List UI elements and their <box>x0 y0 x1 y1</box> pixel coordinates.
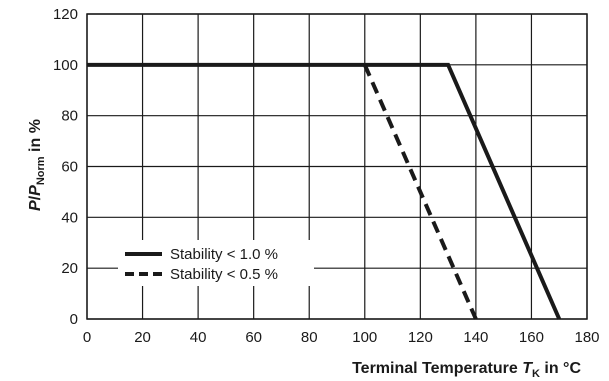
y-tick-label: 80 <box>61 108 78 125</box>
y-axis-label: P/PNorm in % <box>27 119 47 211</box>
y-tick-label: 20 <box>61 260 78 277</box>
x-tick-label: 140 <box>463 329 488 346</box>
plot-series <box>87 62 562 320</box>
y-tick-label: 0 <box>70 311 78 328</box>
tick-labels: 0 20 40 60 80 100 120 140 160 180 0 20 40 60 80 100 120 <box>53 6 600 346</box>
y-tick-label: 60 <box>61 159 78 176</box>
x-tick-label: 120 <box>408 329 433 346</box>
x-tick-label: 160 <box>519 329 544 346</box>
x-tick-label: 80 <box>301 329 318 346</box>
plot-frame <box>86 13 588 320</box>
legend: Stability < 1.0 % Stability < 0.5 % <box>118 240 314 286</box>
y-tick-label: 40 <box>61 209 78 226</box>
x-tick-label: 20 <box>134 329 151 346</box>
legend-label: Stability < 0.5 % <box>170 266 278 283</box>
x-tick-label: 180 <box>574 329 599 346</box>
series-line-stability-1-0 <box>87 62 562 320</box>
legend-label: Stability < 1.0 % <box>170 246 278 263</box>
x-tick-label: 40 <box>190 329 207 346</box>
x-tick-label: 60 <box>245 329 262 346</box>
series-line-stability-0-5 <box>362 64 478 320</box>
x-tick-label: 0 <box>83 329 91 346</box>
x-axis-label: Terminal Temperature TK in °C <box>352 360 581 380</box>
legend-background <box>118 240 314 286</box>
x-tick-label: 100 <box>352 329 377 346</box>
y-tick-label: 100 <box>53 57 78 74</box>
y-tick-label: 120 <box>53 6 78 23</box>
